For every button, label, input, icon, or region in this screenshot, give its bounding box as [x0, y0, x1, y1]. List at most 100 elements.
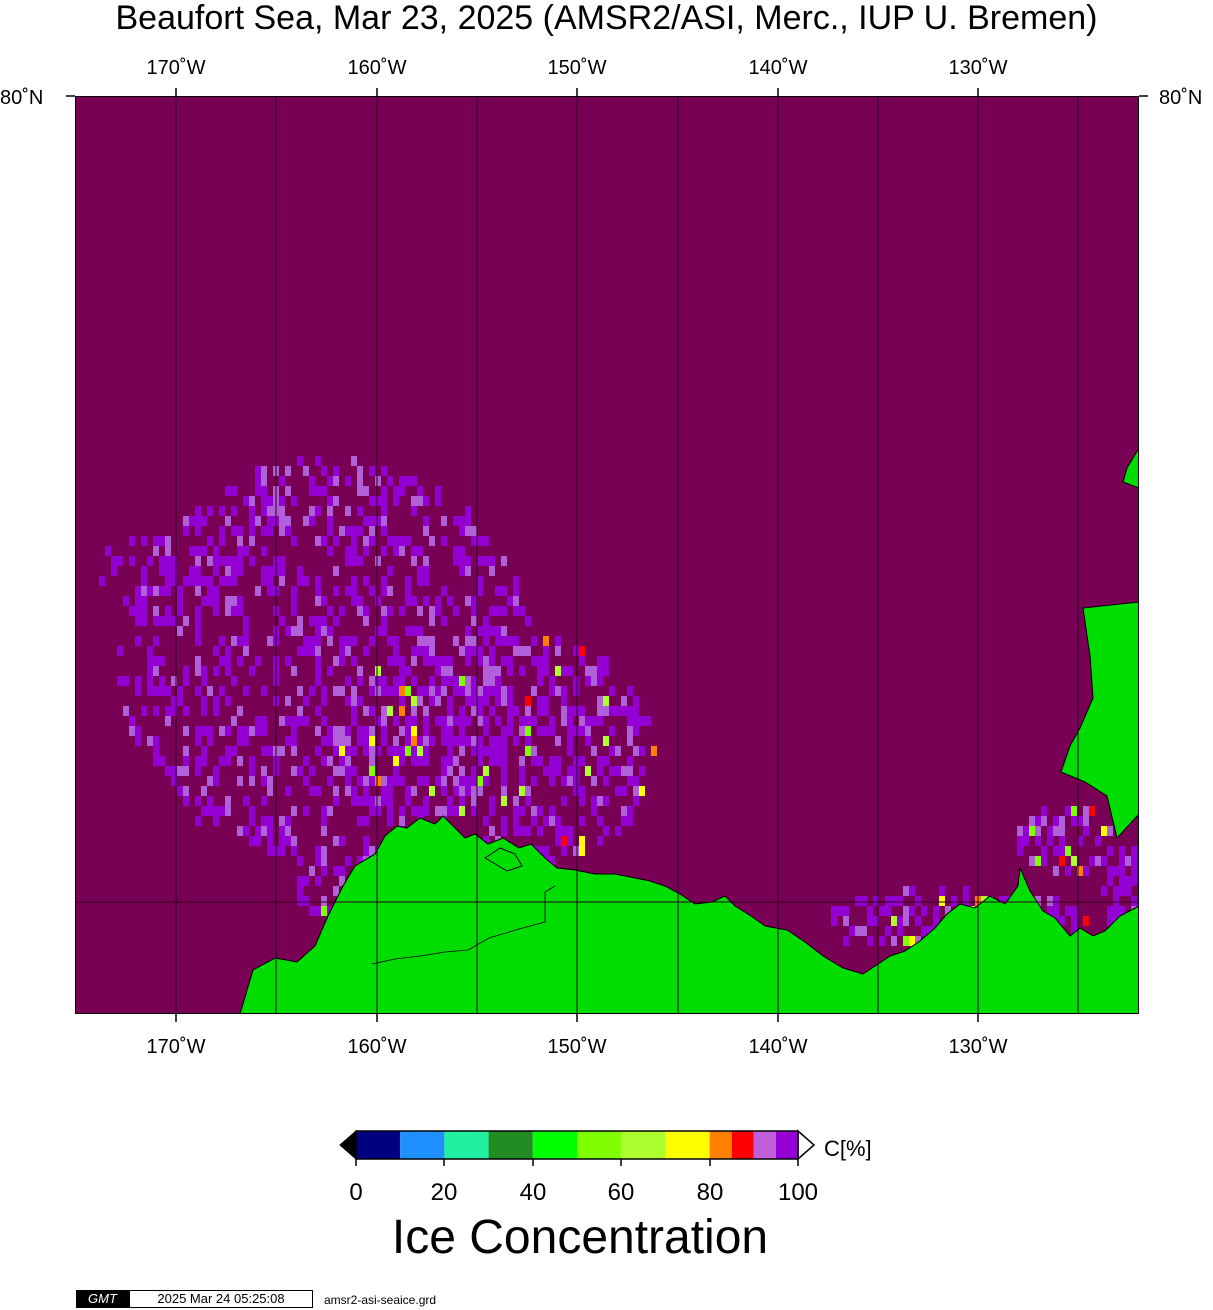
ice-cell — [1089, 806, 1095, 816]
ice-cell — [231, 526, 237, 536]
ice-cell — [381, 506, 387, 516]
ice-cell — [423, 706, 429, 716]
ice-cell — [255, 716, 261, 726]
ice-cell — [387, 816, 393, 826]
ice-cell — [513, 636, 519, 646]
ice-cell — [219, 536, 225, 546]
ice-cell — [231, 746, 237, 756]
ice-cell — [369, 536, 375, 546]
ice-cell — [465, 526, 471, 536]
ice-cell — [411, 786, 417, 796]
ice-cell — [471, 766, 477, 776]
ice-cell — [243, 826, 249, 836]
ice-cell — [507, 696, 513, 706]
ice-cell — [213, 696, 219, 706]
ice-cell — [345, 786, 351, 796]
ice-cell — [327, 636, 333, 646]
ice-cell — [141, 566, 147, 576]
ice-cell — [537, 696, 543, 706]
ice-cell — [1059, 846, 1065, 856]
ice-cell — [567, 746, 573, 756]
ice-cell — [303, 716, 309, 726]
ice-cell — [351, 766, 357, 776]
ice-cell — [477, 746, 483, 756]
ice-cell — [159, 566, 165, 576]
ice-cell — [543, 656, 549, 666]
ice-cell — [135, 586, 141, 596]
ice-cell — [297, 856, 303, 866]
ice-cell — [453, 556, 459, 566]
ice-cell — [387, 656, 393, 666]
ice-cell — [1053, 866, 1059, 876]
lon-label-top-150w: 150˚W — [547, 57, 607, 79]
ice-cell — [177, 696, 183, 706]
ice-cell — [549, 856, 555, 866]
ice-cell — [429, 656, 435, 666]
ice-cell — [135, 596, 141, 606]
ice-cell — [183, 526, 189, 536]
ice-cell — [261, 576, 267, 586]
ice-cell — [519, 756, 525, 766]
ice-cell — [165, 576, 171, 586]
ice-cell — [423, 496, 429, 506]
ice-cell — [177, 586, 183, 596]
ice-cell — [321, 626, 327, 636]
ice-cell — [447, 796, 453, 806]
ice-cell — [231, 566, 237, 576]
ice-cell — [345, 556, 351, 566]
ice-cell — [195, 686, 201, 696]
ice-cell — [375, 516, 381, 526]
ice-cell — [423, 716, 429, 726]
ice-cell — [861, 896, 867, 906]
ice-cell — [1065, 806, 1071, 816]
ice-cell — [1119, 846, 1125, 856]
ice-cell — [243, 686, 249, 696]
ice-cell — [483, 746, 489, 756]
ice-cell — [267, 516, 273, 526]
ice-cell — [507, 666, 513, 676]
ice-cell — [327, 496, 333, 506]
ice-cell — [495, 636, 501, 646]
ice-cell — [405, 686, 411, 696]
ice-cell — [369, 796, 375, 806]
ice-cell — [603, 826, 609, 836]
ice-cell — [471, 706, 477, 716]
ice-cell — [147, 676, 153, 686]
ice-cell — [363, 796, 369, 806]
ice-cell — [477, 706, 483, 716]
ice-cell — [459, 746, 465, 756]
ice-cell — [315, 906, 321, 916]
ice-cell — [1047, 906, 1053, 916]
ice-cell — [267, 846, 273, 856]
ice-cell — [471, 796, 477, 806]
ice-cell — [303, 756, 309, 766]
ice-cell — [417, 776, 423, 786]
ice-cell — [411, 656, 417, 666]
ice-cell — [237, 546, 243, 556]
ice-cell — [237, 566, 243, 576]
ice-cell — [399, 776, 405, 786]
ice-cell — [339, 746, 345, 756]
ice-cell — [393, 766, 399, 776]
ice-cell — [327, 726, 333, 736]
ice-cell — [915, 896, 921, 906]
ice-cell — [303, 636, 309, 646]
ice-cell — [297, 886, 303, 896]
grid-filename: amsr2-asi-seaice.grd — [324, 1293, 437, 1307]
ice-cell — [483, 836, 489, 846]
ice-cell — [261, 716, 267, 726]
ice-cell — [465, 596, 471, 606]
ice-cell — [213, 666, 219, 676]
ice-cell — [531, 806, 537, 816]
ice-cell — [897, 896, 903, 906]
lat-label-right-80n: 80˚N — [1159, 87, 1203, 109]
ice-cell — [189, 566, 195, 576]
ice-cell — [297, 716, 303, 726]
ice-cell — [225, 796, 231, 806]
ice-cell — [429, 636, 435, 646]
ice-cell — [315, 856, 321, 866]
ice-cell — [381, 626, 387, 636]
ice-cell — [201, 726, 207, 736]
lon-label-top-160w: 160˚W — [347, 57, 407, 79]
ice-cell — [297, 576, 303, 586]
